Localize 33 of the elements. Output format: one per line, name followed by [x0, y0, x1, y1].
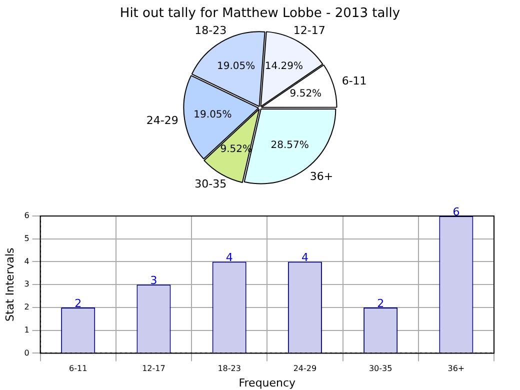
slice-label: 30-35 [194, 177, 227, 190]
data-label: 4 [301, 251, 308, 264]
slice-label: 36+ [310, 170, 334, 184]
data-label: 14.29% [264, 60, 303, 72]
data-label: 19.05% [194, 110, 232, 121]
y-tick-label: 2 [24, 302, 30, 312]
slice-label: 6-11 [342, 74, 367, 88]
chart-title: Hit out tally for Matthew Lobbe - 2013 tally [120, 6, 400, 22]
x-tick-label: 6-11 [69, 364, 88, 374]
data-label: 9.52% [290, 88, 322, 100]
slice-label: 18-23 [194, 24, 227, 37]
data-label: 2 [74, 296, 82, 310]
data-label: 4 [226, 251, 233, 264]
y-tick-label: 6 [24, 211, 30, 220]
slice-label: 12-17 [293, 24, 326, 37]
y-tick-label: 0 [24, 348, 30, 358]
data-label: 28.57% [270, 140, 309, 151]
x-tick-label: 12-17 [142, 364, 166, 374]
y-tick-label: 3 [24, 280, 30, 289]
data-label: 2 [377, 296, 384, 310]
data-label: 3 [150, 274, 158, 287]
x-tick-label: 30-35 [368, 364, 392, 374]
y-axis-title: Stat Intervals [3, 247, 16, 322]
slice-label: 24-29 [146, 114, 178, 127]
y-tick-label: 4 [24, 256, 30, 266]
data-label: 19.05% [217, 60, 256, 72]
x-tick-label: 18-23 [218, 364, 241, 374]
y-tick-label: 5 [24, 234, 30, 243]
x-tick-label: 36+ [448, 364, 465, 374]
y-tick-label: 1 [24, 325, 30, 334]
data-label: 6 [452, 205, 460, 218]
x-axis-title: Frequency [238, 376, 296, 390]
x-tick-label: 24-29 [293, 364, 317, 374]
